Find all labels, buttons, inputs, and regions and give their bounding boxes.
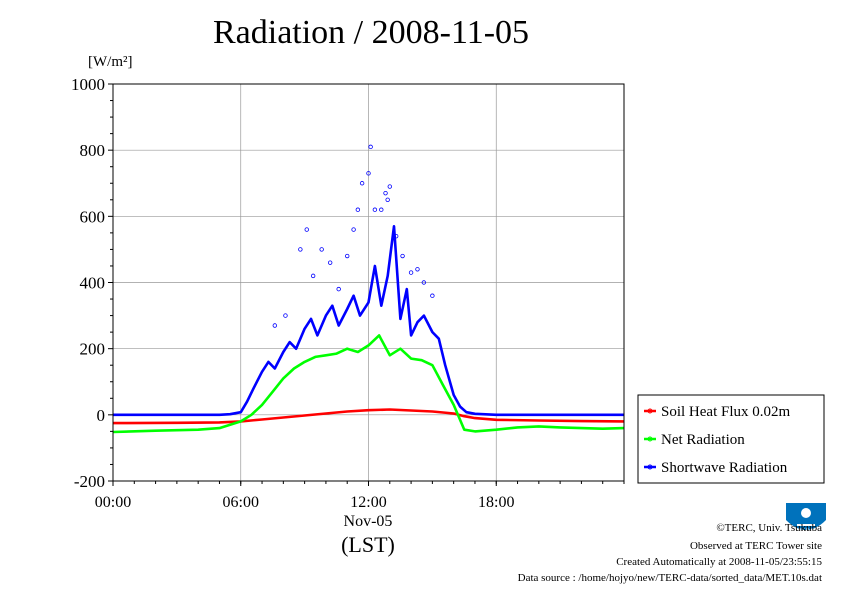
footer-copyright: ©TERC, Univ. Tsukuba: [716, 522, 822, 534]
x-tick-label: 12:00: [350, 494, 386, 511]
shortwave-peak-point: [368, 144, 373, 150]
legend-label: Soil Heat Flux 0.02m: [661, 404, 791, 420]
legend: Soil Heat Flux 0.02m Net Radiation Shortwa…: [637, 394, 825, 484]
logo-text: TERC: [798, 529, 815, 535]
legend-marker: [647, 436, 653, 442]
shortwave-peak-point: [430, 293, 435, 298]
shortwave-peak-point: [336, 286, 341, 292]
shortwave-peak-point: [355, 207, 361, 212]
shortwave-peak-point: [304, 227, 309, 232]
shortwave-peak-point: [359, 181, 365, 186]
shortwave-peak-point: [351, 227, 356, 232]
legend-label: Shortwave Radiation: [661, 460, 788, 476]
legend-items: Soil Heat Flux 0.02m Net Radiation Shortwa…: [644, 404, 791, 476]
footer-source: Data source : /home/hojyo/new/TERC-data/…: [517, 572, 822, 584]
shortwave-radiation-line: [113, 225, 624, 417]
legend-marker: [647, 464, 653, 470]
legend-marker: [647, 408, 653, 414]
shortwave-peak-point: [415, 267, 420, 272]
shortwave-peak-point: [379, 207, 384, 212]
footer-site: Observed at TERC Tower site: [689, 540, 822, 552]
shortwave-peak-point: [387, 184, 392, 189]
shortwave-peak-point: [400, 253, 405, 259]
shortwave-peak-point: [385, 197, 390, 202]
shortwave-peak-point: [327, 260, 333, 265]
shortwave-peak-point: [298, 247, 303, 252]
y-tick-label: 800: [80, 141, 106, 160]
shortwave-peak-point: [272, 323, 278, 328]
x-axis: 00:00 06:00 12:00 18:00: [95, 481, 625, 511]
legend-box: [637, 394, 825, 484]
x-tick-label: 00:00: [95, 494, 131, 511]
shortwave-peak-point: [421, 280, 427, 285]
y-tick-label: 200: [80, 340, 106, 359]
x-tz-label: (LST): [341, 532, 395, 557]
x-tick-label: 18:00: [478, 494, 514, 511]
shortwave-peak-point: [310, 273, 316, 279]
x-date-label: Nov-05: [344, 513, 393, 530]
terc-logo: TERC: [786, 503, 826, 535]
shortwave-peak-point: [345, 253, 350, 259]
chart-title: Radiation / 2008-11-05: [212, 14, 530, 51]
y-axis: 1000 800 600 400 200 0 -200: [71, 75, 113, 491]
y-tick-label: 0: [97, 406, 106, 425]
y-tick-label: 400: [80, 274, 106, 293]
footer-created: Created Automatically at 2008-11-05/23:5…: [616, 556, 822, 568]
y-axis-unit: [W/m²]: [88, 54, 133, 70]
y-tick-label: -200: [74, 472, 105, 491]
shortwave-peak-point: [319, 247, 324, 252]
x-tick-label: 06:00: [223, 494, 259, 511]
series-layer: [112, 144, 624, 434]
plot-frame: [112, 83, 625, 482]
shortwave-peak-point: [366, 171, 371, 176]
shortwave-peak-point: [372, 207, 378, 212]
shortwave-peak-point: [283, 313, 288, 318]
shortwave-peak-point: [383, 190, 388, 196]
y-tick-label: 600: [80, 207, 106, 226]
shortwave-peak-point: [408, 270, 414, 275]
y-tick-label: 1000: [71, 75, 105, 94]
legend-label: Net Radiation: [661, 432, 745, 448]
shortwave-peak-point: [393, 233, 399, 239]
net-radiation-line: [112, 334, 624, 434]
soil-heat-flux-0-02m-line: [112, 408, 624, 425]
